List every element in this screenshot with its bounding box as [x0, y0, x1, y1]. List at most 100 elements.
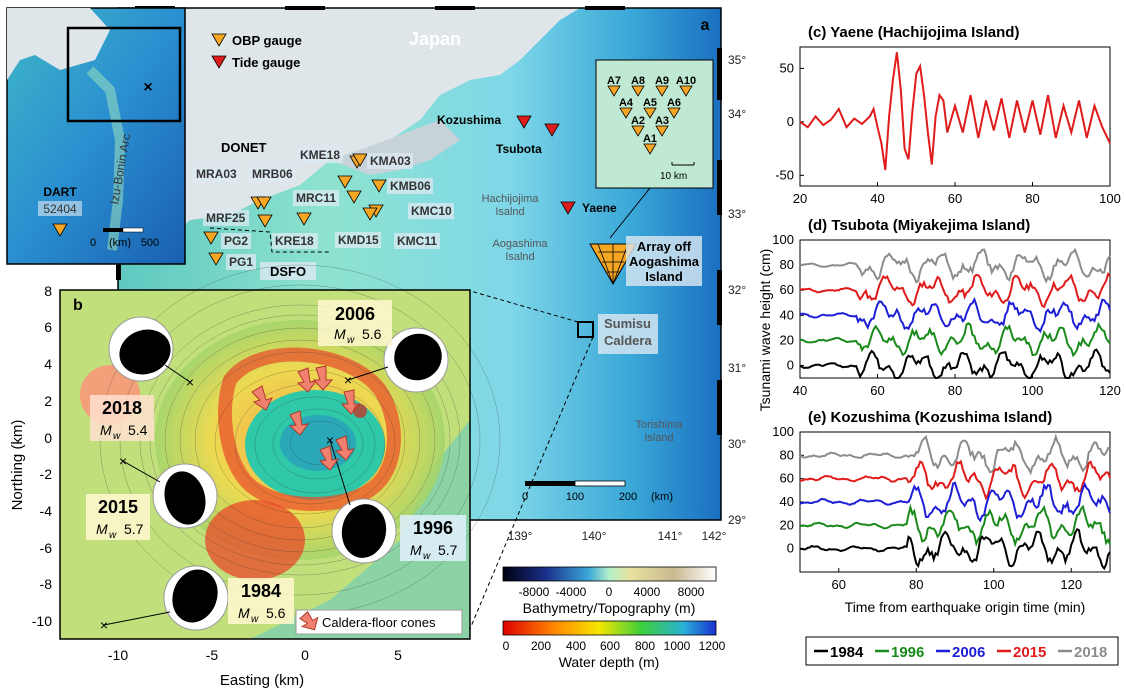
series-line-2018	[799, 433, 1111, 476]
cross-icon: ×	[143, 79, 152, 96]
svg-text:1000: 1000	[664, 639, 691, 653]
obp-station-marker	[256, 196, 272, 210]
obp-station-label: MRF25	[206, 211, 246, 225]
chart-x-tick: 80	[909, 577, 923, 592]
svg-text:Island: Island	[645, 269, 683, 284]
obp-station-marker	[203, 231, 219, 245]
map-panel-b: b 8 6 4 2 0 -2 -4 -6 -8 -10 -10 -5 0 5 E…	[9, 264, 501, 689]
svg-text:2018: 2018	[102, 398, 142, 418]
svg-text:×: ×	[344, 372, 352, 388]
chart-y-tick: 20	[780, 332, 794, 347]
svg-text:Array off: Array off	[637, 239, 692, 254]
array-station-marker	[655, 85, 669, 97]
svg-text:Aogashima: Aogashima	[629, 254, 700, 269]
chart-plot-area	[799, 239, 1111, 379]
donet-label: DONET	[221, 140, 267, 155]
obp-gauge-icon	[211, 33, 227, 47]
chart-x-tick: 120	[1060, 577, 1082, 592]
obp-station-label: KME18	[300, 148, 340, 162]
obp-station-marker	[362, 207, 378, 221]
series-line-2015	[799, 459, 1111, 501]
obp-stations: MRA03 MRB06 KME18 KMA03 KMB06 MRC11 MRF25 KRE18…	[193, 147, 454, 270]
focal-mechanisms: × × × ×	[100, 316, 449, 633]
svg-text:×: ×	[186, 374, 194, 390]
chart-y-tick: 60	[780, 471, 794, 486]
panel-b-letter: b	[73, 297, 83, 314]
svg-text:100: 100	[566, 491, 584, 503]
gauge-legend: OBP gauge Tide gauge	[211, 33, 302, 70]
svg-text:5.7: 5.7	[124, 521, 144, 537]
svg-text:Sumisu: Sumisu	[604, 316, 651, 331]
chart-x-tick: 100	[1099, 191, 1121, 206]
tide-gauge-icon	[211, 55, 227, 69]
beachball-2006: ×	[108, 316, 194, 390]
chart-y-tick: 40	[780, 307, 794, 322]
array-inset: A7 A8 A9 A10 A4 A5 A6 A2 A3 A1 10 km	[595, 59, 714, 239]
obp-station-marker	[337, 175, 353, 189]
event-labels: 2006 M w 5.6 2018 M w 5.4 2015 M w 5.7	[86, 300, 466, 625]
kozushima-label: Kozushima	[437, 113, 501, 127]
lat-tick: 33°	[728, 207, 746, 221]
topo-colorbar	[502, 566, 717, 582]
obp-station-marker	[296, 212, 312, 226]
array-station-label: A4	[619, 97, 634, 109]
svg-text:-6: -6	[40, 540, 53, 556]
svg-text:1996: 1996	[413, 518, 453, 538]
event-1984: 1984 M w 5.6	[228, 578, 294, 625]
inset-region-box	[66, 26, 182, 123]
series-line-1984	[799, 527, 1111, 571]
depth-colorbar	[502, 620, 717, 636]
chart-x-tick: 100	[1022, 383, 1044, 398]
obp-station-marker	[208, 252, 224, 266]
chart-0: (c) Yaene (Hachijojima Island) 20 40 60 80 10…	[775, 24, 1121, 206]
svg-text:w: w	[251, 614, 259, 625]
cone-arrow	[334, 435, 356, 461]
svg-text:52404: 52404	[43, 202, 77, 216]
array-station-label: A10	[676, 75, 696, 87]
svg-text:10 km: 10 km	[660, 171, 687, 182]
series-line-2006	[799, 481, 1111, 523]
sumisu-box	[577, 321, 594, 338]
svg-text:600: 600	[600, 639, 620, 653]
svg-text:×: ×	[119, 453, 127, 469]
charts-ylabel: Tsunami wave height (cm)	[757, 249, 773, 412]
chart-y-tick: 20	[780, 517, 794, 532]
series-line-1996	[799, 321, 1111, 358]
svg-text:200: 200	[531, 639, 551, 653]
lon-ticks: 139° 140° 141° 142°	[508, 529, 727, 543]
chart-y-tick: -50	[775, 167, 794, 182]
svg-text:-8: -8	[40, 576, 53, 592]
array-station-label: A6	[667, 97, 681, 109]
obp-station-label: MRB06	[252, 167, 293, 181]
topo-colorbar-label: Bathymetry/Topography (m)	[523, 600, 696, 616]
beachball-1984: ×	[100, 565, 229, 633]
chart-y-tick: 0	[787, 357, 794, 372]
panel-a-letter: a	[701, 17, 710, 34]
yaene-label: Yaene	[582, 201, 617, 215]
japan-land	[118, 8, 580, 245]
chart-title: (c) Yaene (Hachijojima Island)	[808, 24, 1019, 41]
obp-station-label: KMD15	[338, 233, 379, 247]
panel-b-xlabel: Easting (km)	[220, 672, 304, 689]
svg-text:-10: -10	[108, 647, 128, 663]
svg-text:-4000: -4000	[556, 585, 587, 599]
svg-text:w: w	[113, 431, 121, 442]
depth-colorbar-label: Water depth (m)	[559, 654, 660, 670]
obp-station-marker	[257, 214, 273, 228]
map-scale-bar: 0 100 200 (km)	[522, 480, 673, 503]
chart-y-tick: 100	[772, 424, 794, 439]
chart-x-tick: 20	[793, 191, 807, 206]
panel-b-xticks: -10 -5 0 5	[108, 647, 402, 663]
tide-legend-label: Tide gauge	[232, 55, 300, 70]
svg-text:-8000: -8000	[519, 585, 550, 599]
legend-item: 2018	[1074, 644, 1107, 661]
tsubota-label: Tsubota	[496, 142, 542, 156]
svg-text:800: 800	[635, 639, 655, 653]
chart-x-tick: 40	[870, 191, 884, 206]
svg-text:Aogashima: Aogashima	[492, 238, 548, 250]
dart-marker	[52, 223, 68, 237]
tide-charts: (c) Yaene (Hachijojima Island) 20 40 60 80 10…	[772, 24, 1121, 592]
array-station-marker	[655, 125, 669, 137]
chart-x-tick: 60	[948, 191, 962, 206]
legend-item: 1984	[830, 644, 864, 661]
